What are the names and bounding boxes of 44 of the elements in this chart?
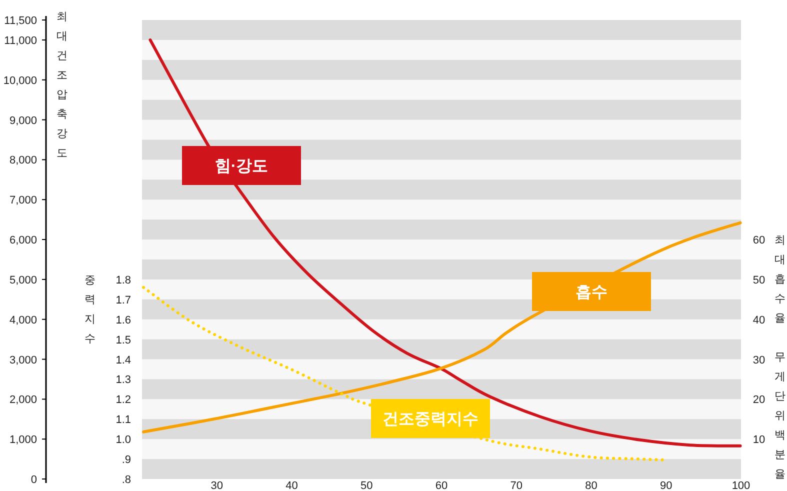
y-tick-label: 6,000 [9, 234, 37, 247]
y2-tick-label: 1.8 [116, 274, 131, 286]
y3-tick-label: 30 [752, 354, 766, 366]
x-tick-label: 60 [435, 480, 448, 491]
y-tick-label: 10,000 [3, 74, 37, 87]
y2-tick-label: 1.7 [116, 294, 131, 306]
y-tick-label: 4,000 [9, 314, 37, 326]
y-tick-label: 11,500 [4, 15, 37, 27]
x-tick-label: 100 [732, 480, 750, 491]
text: 최대흡수율 무게단위백분율 [774, 234, 786, 481]
y2-tick-label: .9 [122, 454, 131, 466]
y2-tick-label: 1.4 [116, 354, 131, 366]
y2-axis-title: 중력지수 [84, 274, 96, 345]
y2-tick-label: 1.5 [116, 334, 131, 346]
y2-tick-label: 1.2 [116, 394, 131, 406]
y3-tick-label: 50 [752, 274, 766, 286]
x-tick-label: 70 [510, 480, 522, 491]
x-tick-label: 90 [660, 480, 672, 491]
y-tick-label: 8,000 [9, 154, 37, 167]
y-tick-label: 1,000 [9, 434, 37, 446]
y2-tick-label: 1.3 [116, 374, 131, 386]
y3-tick-label: 20 [752, 394, 766, 406]
y-tick-label: 5,000 [9, 274, 37, 286]
x-tick-label: 40 [286, 480, 298, 491]
y-axis-title: 최대건조압축강도 [56, 11, 68, 160]
y2-tick-label: 1.6 [116, 314, 131, 326]
y-tick-label: 11,000 [4, 34, 37, 47]
y-tick-label: 7,000 [9, 194, 37, 207]
y3-tick-label: 10 [752, 434, 766, 446]
y2-tick-label: 1.1 [116, 414, 131, 426]
y3-tick-label: 60 [752, 234, 766, 247]
x-tick-label: 80 [585, 480, 598, 491]
x-tick-label: 30 [210, 480, 223, 491]
y-tick-label: 3,000 [9, 354, 37, 366]
y3-tick-label: 40 [752, 314, 766, 326]
y-tick-label: 2,000 [9, 394, 37, 406]
x-tick-label: 50 [360, 480, 373, 491]
series-label: 흡수 [576, 284, 608, 301]
y-tick-label: 0 [30, 474, 37, 486]
y2-tick-label: .8 [122, 474, 131, 486]
series-label: 건조중력지수 [382, 411, 478, 428]
y2-tick-label: 1.0 [116, 434, 131, 446]
series-label: 힘·강도 [214, 158, 268, 175]
y-tick-label: 9,000 [9, 114, 37, 127]
